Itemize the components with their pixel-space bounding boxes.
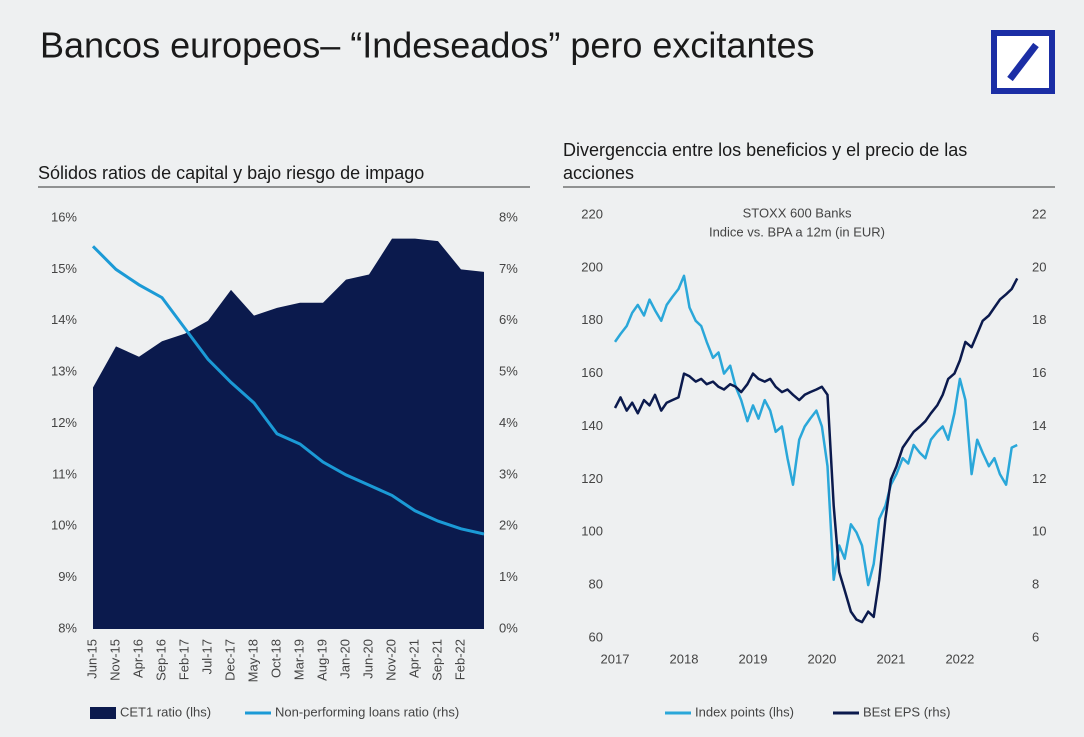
y-tick-label: 11% [52, 466, 77, 481]
x-tick-label: 2018 [670, 651, 699, 666]
legend-swatch [90, 707, 116, 719]
y2-tick-label: 0% [499, 620, 518, 635]
x-tick-label: 2017 [601, 651, 630, 666]
legend-label: CET1 ratio (lhs) [120, 704, 211, 719]
line [613, 277, 1019, 624]
y-tick-label: 12% [51, 415, 77, 430]
y-tick-label: 13% [51, 364, 77, 379]
y2-tick-label: 7% [499, 261, 518, 276]
line [91, 245, 485, 536]
x-tick-label: Mar-19 [291, 639, 306, 680]
y2-tick-label: 2% [499, 518, 518, 533]
y-tick-label: 8% [58, 620, 77, 635]
y2-tick-label: 4% [499, 415, 518, 430]
y2-tick-label: 16 [1032, 365, 1046, 380]
slide-title: Bancos europeos– “Indeseados” pero excit… [40, 25, 815, 66]
x-tick-label: Sep-16 [153, 639, 168, 681]
x-tick-label: Aug-19 [314, 639, 329, 681]
y2-tick-label: 18 [1032, 312, 1046, 327]
y2-tick-label: 3% [499, 466, 518, 481]
x-tick-label: 2020 [807, 651, 836, 666]
legend-label: Index points (lhs) [695, 704, 794, 719]
x-tick-label: Apr-16 [130, 639, 145, 678]
y2-tick-label: 12 [1032, 471, 1046, 486]
y-tick-label: 200 [581, 259, 603, 274]
y-tick-label: 120 [581, 471, 603, 486]
legend-label: Non-performing loans ratio (rhs) [275, 704, 459, 719]
logo-slash [1007, 42, 1039, 82]
y2-tick-label: 22 [1032, 206, 1046, 221]
x-tick-label: 2021 [876, 651, 905, 666]
y2-tick-label: 6% [499, 312, 518, 327]
x-tick-label: Feb-17 [176, 639, 191, 680]
y2-tick-label: 5% [499, 364, 518, 379]
logo [991, 30, 1055, 94]
x-tick-label: Oct-18 [268, 639, 283, 678]
y2-tick-label: 6 [1032, 629, 1039, 644]
y-tick-label: 15% [51, 261, 77, 276]
x-tick-label: Dec-17 [222, 639, 237, 681]
y-tick-label: 14% [51, 312, 77, 327]
y-tick-label: 10% [51, 518, 77, 533]
x-tick-label: Jun-20 [360, 639, 375, 679]
x-tick-label: Nov-20 [383, 639, 398, 681]
x-tick-label: Nov-15 [107, 639, 122, 681]
line [613, 274, 1018, 587]
y-tick-label: 16% [51, 209, 77, 224]
x-tick-label: 2019 [739, 651, 768, 666]
x-tick-label: Sep-21 [429, 639, 444, 681]
annotation: STOXX 600 Banks [743, 205, 852, 220]
x-tick-label: Apr-21 [406, 639, 421, 678]
x-tick-label: 2022 [945, 651, 974, 666]
annotation: Indice vs. BPA a 12m (in EUR) [709, 224, 885, 239]
y-tick-label: 140 [581, 418, 603, 433]
x-tick-label: Jul-17 [199, 639, 214, 674]
y-tick-label: 180 [581, 312, 603, 327]
y2-tick-label: 8 [1032, 577, 1039, 592]
y2-tick-label: 20 [1032, 259, 1046, 274]
chart-title-box: Divergenccia entre los beneficios y el p… [563, 140, 968, 183]
y2-tick-label: 8% [499, 209, 518, 224]
y-tick-label: 160 [581, 365, 603, 380]
y2-tick-label: 1% [499, 569, 518, 584]
chart-title: Sólidos ratios de capital y bajo riesgo … [38, 163, 424, 183]
x-tick-label: Feb-22 [452, 639, 467, 680]
x-tick-label: Jun-15 [84, 639, 99, 679]
y2-tick-label: 10 [1032, 524, 1046, 539]
chart-title: Divergenccia entre los beneficios y el p… [563, 140, 968, 183]
y-tick-label: 80 [589, 577, 603, 592]
y-tick-label: 9% [58, 569, 77, 584]
x-tick-label: Jan-20 [337, 639, 352, 679]
x-tick-label: May-18 [245, 639, 260, 682]
legend-label: BEst EPS (rhs) [863, 704, 950, 719]
y-tick-label: 220 [581, 206, 603, 221]
y-tick-label: 60 [589, 629, 603, 644]
y-tick-label: 100 [581, 524, 603, 539]
y2-tick-label: 14 [1032, 418, 1046, 433]
